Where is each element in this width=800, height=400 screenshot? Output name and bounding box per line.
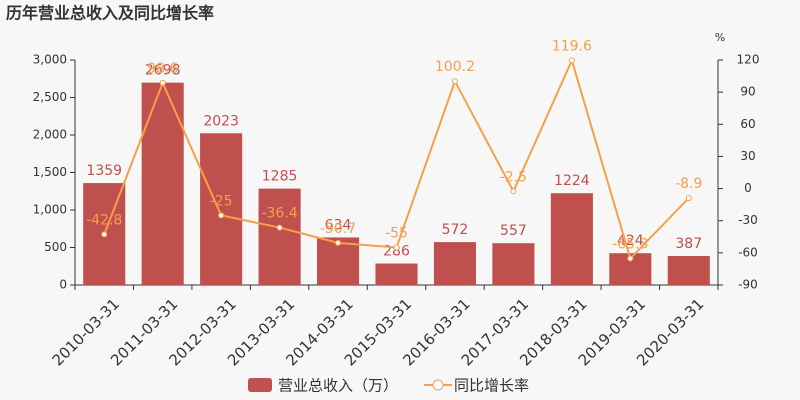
- growth-point: [101, 231, 108, 238]
- y2-tick-label: -90: [738, 278, 758, 292]
- bar: [667, 255, 710, 285]
- growth-point: [218, 212, 225, 219]
- growth-point: [510, 188, 517, 195]
- line-value-label: -42.8: [86, 212, 122, 228]
- line-value-label: -55: [385, 226, 408, 242]
- line-value-label: -25: [210, 193, 233, 209]
- growth-point: [335, 239, 342, 246]
- growth-point: [393, 244, 400, 251]
- bar-value-label: 634: [325, 217, 352, 233]
- growth-point: [685, 195, 692, 202]
- growth-point: [568, 57, 575, 64]
- legend-swatch: [248, 378, 272, 392]
- growth-point: [627, 255, 634, 262]
- bar: [550, 193, 593, 285]
- bar-value-label: 387: [675, 236, 702, 252]
- bar-value-label: 2698: [145, 63, 181, 79]
- y2-tick-label: 60: [740, 117, 755, 131]
- y2-tick-label: 30: [740, 149, 755, 163]
- line-value-label: -65.3: [612, 237, 648, 253]
- bar-value-label: 1224: [554, 173, 590, 189]
- y2-unit: %: [715, 31, 725, 44]
- y-tick-label: 3,000: [33, 53, 67, 67]
- bar: [375, 263, 418, 285]
- legend-label: 营业总收入（万）: [278, 377, 398, 395]
- legend-label: 同比增长率: [454, 377, 529, 395]
- y-tick-label: 500: [44, 240, 67, 254]
- y-tick-label: 2,500: [33, 90, 67, 104]
- line-value-label: -8.9: [675, 176, 702, 192]
- y2-tick-label: 120: [737, 53, 760, 67]
- bar-value-label: 572: [442, 222, 469, 238]
- line-value-label: 100.2: [435, 59, 475, 75]
- line-value-label: -50.7: [320, 221, 356, 237]
- y-tick-label: 1,000: [33, 203, 67, 217]
- bar: [258, 188, 301, 285]
- growth-point: [276, 224, 283, 231]
- bar-value-label: 1285: [262, 169, 298, 185]
- line-value-label: -2.5: [500, 169, 527, 185]
- growth-point: [451, 78, 458, 85]
- bar: [492, 243, 535, 285]
- y-tick-label: 0: [59, 278, 67, 292]
- y2-tick-label: 90: [740, 85, 755, 99]
- bar: [433, 242, 476, 285]
- y2-tick-label: 0: [744, 181, 752, 195]
- bar-value-label: 557: [500, 223, 527, 239]
- bar-value-label: 1359: [86, 163, 122, 179]
- bar: [200, 133, 243, 285]
- legend-swatch: [432, 379, 444, 391]
- growth-point: [159, 79, 166, 86]
- chart-title: 历年营业总收入及同比增长率: [6, 4, 214, 23]
- bar-value-label: 2023: [203, 113, 239, 129]
- y2-tick-label: -60: [738, 245, 758, 259]
- line-value-label: 119.6: [552, 38, 592, 54]
- y2-tick-label: -30: [738, 213, 758, 227]
- bar: [141, 82, 184, 286]
- y-tick-label: 2,000: [33, 128, 67, 142]
- y-tick-label: 1,500: [33, 165, 67, 179]
- line-value-label: -36.4: [261, 206, 297, 222]
- line-value-label: 98.6: [147, 61, 178, 77]
